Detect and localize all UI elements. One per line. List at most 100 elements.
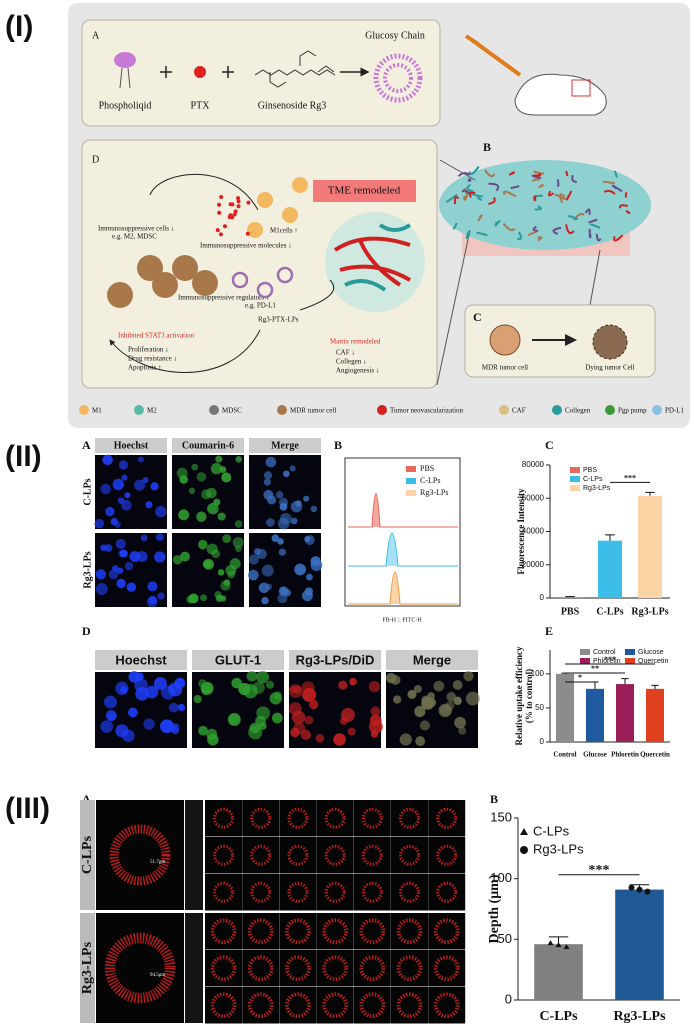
- tumor-fiber: [477, 214, 483, 222]
- y-tick-label: 100: [531, 669, 545, 678]
- micrograph: [316, 800, 354, 837]
- ring: [250, 881, 272, 903]
- molecule: [215, 228, 220, 233]
- label: Drug resistance ↓: [128, 355, 177, 363]
- x-tick-label: PBS: [561, 606, 580, 617]
- label: PTX: [191, 100, 211, 111]
- y-tick-label: 60000: [522, 493, 545, 502]
- legend-swatch: [406, 490, 416, 496]
- bar: [598, 540, 622, 598]
- tumor-fiber: [602, 180, 615, 185]
- cell: [234, 520, 243, 528]
- cell: [102, 454, 113, 466]
- ptx-icon: [194, 66, 206, 78]
- liposome: [276, 266, 294, 284]
- y-tick-label: 0: [540, 593, 545, 602]
- liposome: [383, 63, 413, 93]
- cell: [305, 573, 313, 581]
- column-header: Coumarin-6: [182, 440, 234, 451]
- tumor-fiber: [465, 230, 471, 239]
- cell: [453, 696, 462, 705]
- ring: [398, 881, 421, 903]
- column-header: Hoechst: [115, 652, 167, 667]
- cell: [275, 491, 284, 499]
- m1-cell: [247, 222, 263, 238]
- tumor-fiber: [603, 189, 616, 195]
- column-header-bg: [386, 650, 478, 670]
- cell: [137, 456, 144, 463]
- column-header: GLUT-1: [215, 652, 261, 667]
- cell: [248, 554, 259, 565]
- column-header: Merge: [271, 440, 299, 451]
- micrograph: [242, 874, 280, 911]
- micrograph: [316, 874, 354, 911]
- m1-cell: [292, 177, 308, 193]
- legend-label: PBS: [420, 464, 434, 473]
- legend-swatch: [570, 467, 580, 473]
- flow-curve: [348, 493, 458, 528]
- cell: [116, 567, 124, 574]
- data-point: [563, 944, 570, 950]
- tumor-fiber: [534, 205, 543, 211]
- cell: [145, 685, 159, 699]
- flow-curve: [348, 571, 458, 605]
- cell: [271, 534, 280, 542]
- legend-swatch: [570, 476, 580, 482]
- cell: [157, 592, 165, 600]
- micrograph: [242, 837, 280, 874]
- significance-label: ***: [604, 655, 616, 664]
- legend-label: Control: [593, 649, 616, 656]
- label: M1cells ↑: [270, 227, 298, 235]
- tumor-fiber: [476, 196, 482, 201]
- dying-cell: [592, 324, 628, 360]
- molecule: [218, 232, 223, 237]
- x-tick-label: Glucose: [583, 751, 607, 759]
- plus: [160, 66, 234, 78]
- cell: [333, 733, 346, 746]
- section-label: (II): [5, 440, 42, 473]
- ring: [104, 932, 176, 1004]
- tumor-fiber: [533, 195, 537, 202]
- tumor-fiber: [531, 178, 540, 183]
- cell: [263, 478, 271, 486]
- tumor-fiber: [565, 224, 575, 235]
- micrograph: [391, 800, 428, 837]
- molecule: [233, 209, 238, 214]
- cell: [433, 680, 445, 692]
- panel-letter: B: [483, 140, 491, 154]
- cell: [108, 712, 117, 721]
- cell: [227, 713, 241, 726]
- legend-icon: [605, 405, 615, 415]
- x-tick-label: Rg3-LPs: [613, 1009, 666, 1024]
- y-tick-label: 80000: [522, 460, 545, 469]
- row-label: C-LPs: [80, 835, 95, 874]
- column-header: Merge: [413, 652, 451, 667]
- cell: [153, 676, 167, 690]
- x-tick-label: C-LPs: [596, 606, 623, 617]
- cell: [217, 569, 225, 576]
- tumor-fiber: [613, 170, 618, 178]
- ring: [396, 992, 423, 1019]
- legend-swatch: [570, 485, 580, 491]
- ring: [324, 844, 346, 866]
- ring: [359, 992, 386, 1019]
- label: Angiogenesis ↓: [336, 367, 379, 375]
- side-view: [185, 913, 203, 1023]
- legend-label: M1: [92, 407, 102, 415]
- panel-letter: A: [82, 438, 91, 452]
- legend-swatch: [406, 466, 416, 472]
- row-label-bg: [80, 800, 95, 910]
- micrograph: [279, 874, 317, 911]
- connector: [436, 159, 601, 386]
- cell: [126, 582, 137, 592]
- ring: [284, 918, 311, 945]
- legend-label: PBS: [583, 467, 597, 474]
- tumor-cell: [137, 255, 163, 281]
- legend-swatch: [580, 658, 590, 664]
- error-bar: [605, 534, 615, 541]
- mouse: [514, 73, 607, 116]
- micrograph: [353, 874, 391, 911]
- cell: [118, 549, 126, 558]
- cell: [283, 588, 292, 597]
- collagen: [344, 223, 412, 292]
